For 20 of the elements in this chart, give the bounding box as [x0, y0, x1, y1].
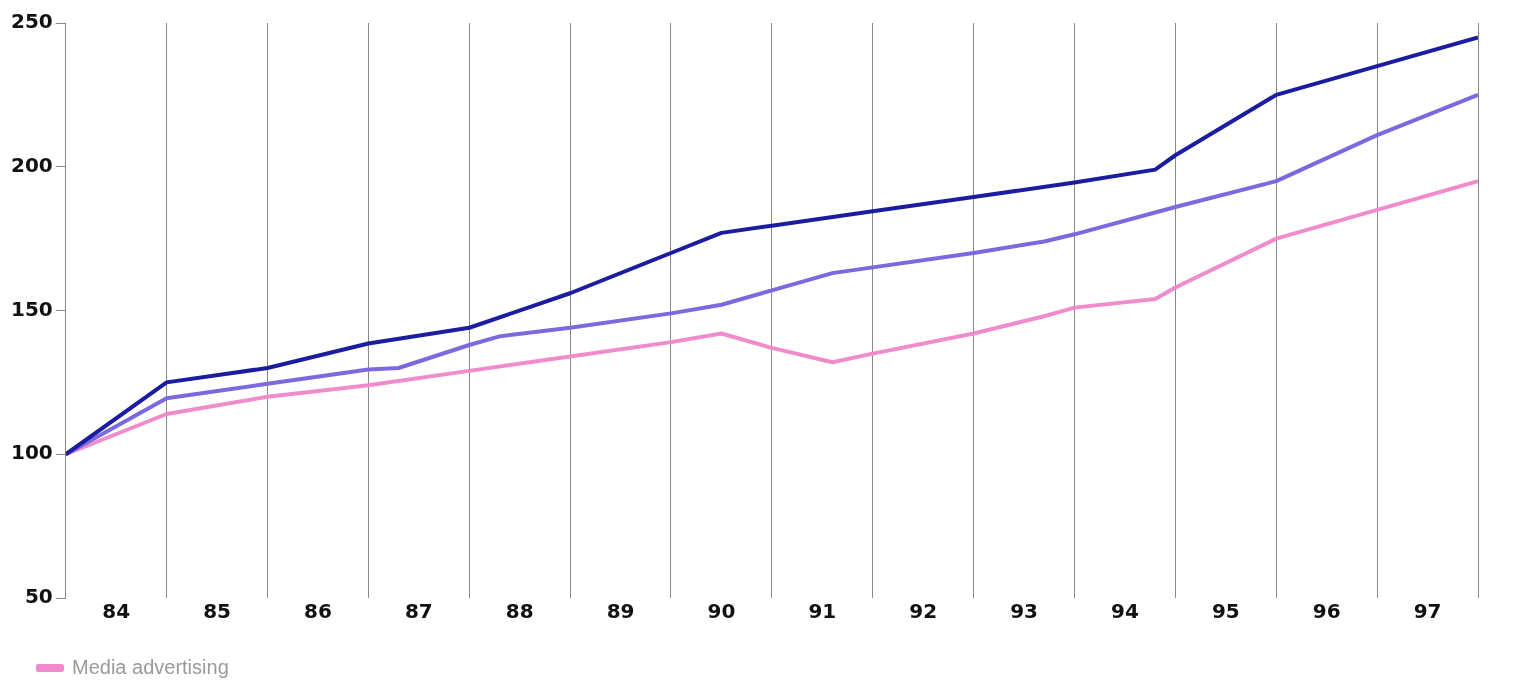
x-tick-label: 84 — [102, 599, 131, 624]
y-tick-label: 250 — [11, 9, 53, 34]
x-tick-label: 93 — [1010, 599, 1038, 624]
y-tick-label: 100 — [11, 440, 53, 465]
x-tick-label: 91 — [808, 599, 837, 624]
x-tick-label: 94 — [1111, 599, 1139, 624]
x-tick-label: 92 — [909, 599, 938, 624]
x-tick-label: 88 — [505, 599, 534, 624]
x-tick-label: 89 — [606, 599, 635, 624]
y-tick-label: 150 — [11, 296, 53, 321]
x-tick-label: 96 — [1312, 599, 1341, 624]
x-tick-label: 90 — [707, 599, 736, 624]
x-tick-label: 95 — [1211, 599, 1240, 624]
x-tick-label: 97 — [1413, 599, 1442, 624]
x-tick-label: 85 — [203, 599, 231, 624]
legend-label: Media advertising — [72, 655, 229, 678]
y-tick-label: 50 — [24, 584, 53, 609]
y-tick-label: 200 — [11, 152, 53, 177]
x-tick-label: 86 — [304, 599, 332, 624]
x-tick-label: 87 — [404, 599, 433, 624]
